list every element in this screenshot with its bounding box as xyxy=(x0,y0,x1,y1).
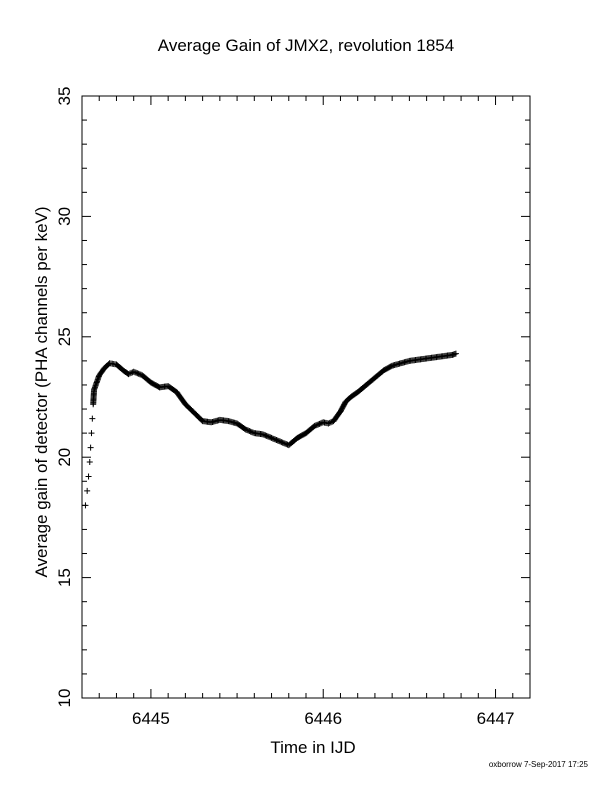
y-tick-label: 30 xyxy=(55,207,74,226)
x-tick-label: 6446 xyxy=(304,709,342,728)
x-tick-label: 6445 xyxy=(132,709,170,728)
chart-title: Average Gain of JMX2, revolution 1854 xyxy=(157,36,455,55)
data-point xyxy=(128,369,135,376)
data-point xyxy=(327,419,334,426)
data-point xyxy=(86,459,93,466)
data-series xyxy=(82,350,459,509)
data-point xyxy=(84,487,91,494)
data-point xyxy=(85,473,92,480)
plot-frame xyxy=(81,95,531,699)
data-point xyxy=(326,419,333,426)
data-point xyxy=(88,430,95,437)
x-axis-ticks: 6445 6446 6447 xyxy=(81,96,531,728)
y-tick-label: 35 xyxy=(55,87,74,106)
x-axis-label: Time in IJD xyxy=(270,738,356,757)
data-point xyxy=(325,420,332,427)
data-point xyxy=(125,371,132,378)
data-point xyxy=(89,415,96,422)
y-tick-label: 20 xyxy=(55,448,74,467)
footer-stamp: oxborrow 7-Sep-2017 17:25 xyxy=(488,760,588,769)
y-axis-ticks: 10 15 20 25 30 35 xyxy=(55,87,530,708)
x-tick-label: 6447 xyxy=(477,709,515,728)
data-point xyxy=(452,350,459,357)
data-point xyxy=(87,444,94,451)
y-axis-label: Average gain of detector (PHA channels p… xyxy=(32,206,51,578)
y-tick-label: 15 xyxy=(55,568,74,587)
data-point xyxy=(126,370,133,377)
data-point xyxy=(82,502,89,509)
y-tick-label: 10 xyxy=(55,689,74,708)
y-tick-label: 25 xyxy=(55,327,74,346)
